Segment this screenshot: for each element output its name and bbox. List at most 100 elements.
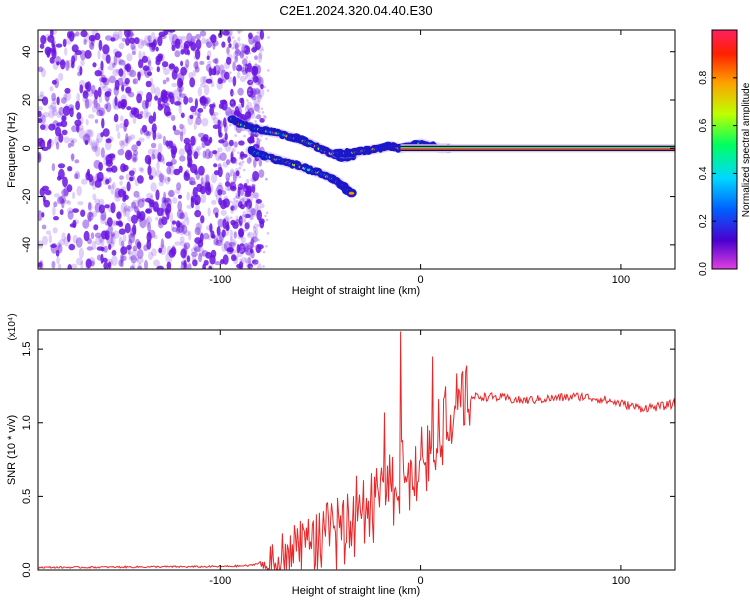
noise-dot [124, 149, 133, 161]
noise-dot [107, 217, 113, 227]
noise-dot [96, 254, 102, 261]
colorbar-label: Normalized spectral amplitude [741, 82, 750, 217]
snr-x-ticks: -100 0 100 [209, 330, 630, 587]
noise-dot [103, 262, 109, 269]
noise-dot [196, 146, 202, 151]
noise-dot [233, 176, 237, 180]
noise-dot [142, 65, 150, 71]
noise-dot [246, 197, 249, 201]
noise-dot [225, 106, 232, 116]
noise-dot [131, 199, 140, 209]
noise-scatter [38, 30, 270, 269]
snr-y-multiplier: (x10⁴) [7, 313, 18, 340]
noise-dot [44, 189, 52, 196]
noise-dot [61, 189, 69, 197]
noise-dot [216, 226, 220, 235]
x-tick-label: 100 [612, 575, 630, 587]
noise-dot [40, 35, 47, 45]
noise-dot [147, 165, 152, 176]
noise-dot [256, 94, 262, 100]
noise-dot [267, 36, 270, 39]
noise-dot [221, 190, 227, 196]
noise-dot [187, 97, 194, 104]
noise-dot [137, 175, 144, 184]
noise-dot [80, 209, 86, 217]
noise-dot [224, 122, 228, 134]
noise-dot [241, 256, 246, 262]
noise-dot [120, 202, 128, 213]
noise-dot [212, 58, 218, 64]
noise-dot [71, 263, 78, 269]
noise-dot [218, 132, 223, 138]
noise-dot [228, 139, 234, 147]
noise-dot [115, 220, 120, 226]
noise-dot [123, 118, 129, 128]
noise-dot [66, 184, 73, 193]
noise-dot [145, 131, 151, 139]
noise-dot [118, 228, 126, 235]
noise-dot [63, 136, 70, 144]
noise-dot [262, 265, 265, 268]
noise-dot [259, 139, 262, 142]
noise-dot [212, 207, 219, 216]
noise-dot [157, 104, 163, 111]
noise-dot [179, 225, 185, 236]
noise-dot [79, 84, 84, 94]
noise-dot [137, 265, 143, 269]
noise-dot [71, 153, 75, 162]
noise-dot [41, 185, 50, 191]
noise-dot [236, 71, 241, 79]
noise-dot [64, 91, 72, 102]
noise-dot [74, 159, 80, 164]
noise-dot [239, 51, 245, 57]
noise-dot [87, 88, 95, 97]
noise-dot [105, 102, 112, 113]
noise-dot [245, 73, 248, 80]
noise-dot [81, 178, 88, 185]
noise-dot [186, 32, 193, 44]
noise-dot [157, 97, 162, 107]
noise-dot [167, 190, 174, 197]
noise-dot [232, 245, 235, 248]
noise-dot [176, 209, 184, 219]
noise-dot [164, 231, 172, 239]
noise-dot [150, 83, 156, 94]
noise-dot [227, 76, 233, 83]
noise-dot [118, 68, 124, 77]
noise-dot [258, 169, 265, 178]
noise-dot [78, 128, 85, 139]
noise-dot [58, 239, 65, 246]
noise-dot [174, 101, 182, 106]
noise-dot [222, 30, 230, 36]
noise-dot [254, 80, 261, 86]
noise-dot [80, 30, 88, 38]
noise-dot [178, 194, 182, 199]
noise-dot [41, 115, 47, 125]
noise-dot [171, 82, 178, 88]
noise-dot [57, 263, 62, 269]
noise-dot [234, 161, 238, 165]
noise-dot [258, 30, 262, 38]
noise-dot [241, 198, 245, 201]
noise-dot [94, 202, 102, 213]
noise-dot [242, 156, 245, 159]
noise-dot [155, 46, 159, 52]
noise-dot [177, 200, 183, 212]
noise-dot [243, 134, 246, 138]
noise-dot [89, 178, 95, 186]
noise-dot [126, 106, 132, 111]
noise-dot [49, 86, 54, 92]
noise-dot [171, 227, 179, 233]
noise-dot [120, 253, 124, 263]
noise-dot [245, 56, 249, 59]
noise-dot [78, 247, 84, 259]
noise-dot [147, 148, 155, 155]
noise-dot [87, 202, 93, 212]
noise-dot [116, 210, 123, 221]
noise-dot [136, 71, 142, 78]
noise-dot [94, 119, 99, 124]
noise-dot [229, 242, 233, 252]
noise-dot [100, 237, 105, 248]
noise-dot [124, 208, 131, 218]
